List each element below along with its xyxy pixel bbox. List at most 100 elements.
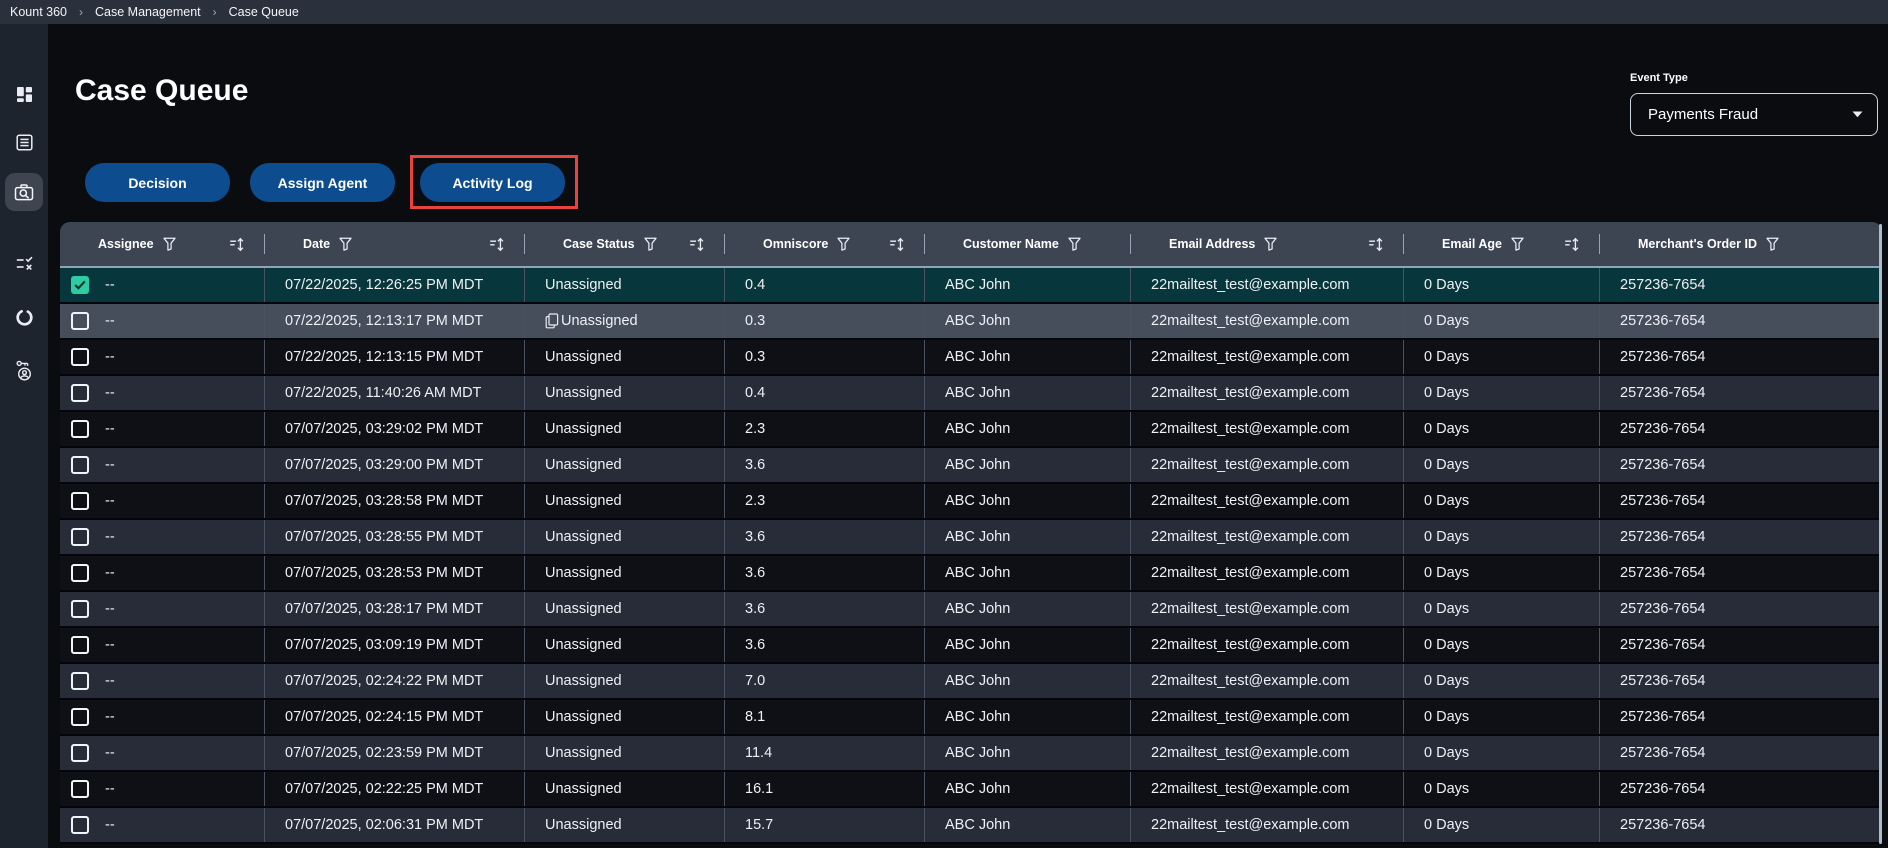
row-checkbox[interactable] (71, 780, 89, 798)
sidebar-item-progress-circle-icon[interactable] (5, 298, 43, 336)
cell-order-id: 257236-7654 (1620, 385, 1706, 401)
row-checkbox[interactable] (71, 276, 89, 294)
sidebar-item-case-search-icon[interactable] (5, 173, 43, 211)
row-checkbox[interactable] (71, 384, 89, 402)
filter-icon[interactable] (162, 237, 176, 251)
column-header-customer-name[interactable]: Customer Name (925, 222, 1131, 266)
table-row[interactable]: -- 07/07/2025, 03:09:19 PM MDT Unassigned 3… (60, 628, 1882, 664)
row-checkbox[interactable] (71, 348, 89, 366)
table-row[interactable]: -- 07/07/2025, 03:29:02 PM MDT Unassigned 2… (60, 412, 1882, 448)
sidebar-item-reports-icon[interactable] (5, 123, 43, 161)
breadcrumb-item-kount-360[interactable]: Kount 360 (10, 5, 67, 19)
cell-order-id: 257236-7654 (1620, 745, 1706, 761)
column-header-email-address[interactable]: Email Address (1131, 222, 1404, 266)
breadcrumb: Kount 360 › Case Management › Case Queue (0, 0, 1888, 24)
case-status-value: Unassigned (545, 781, 622, 797)
table-row[interactable]: -- 07/07/2025, 03:29:00 PM MDT Unassigned 3… (60, 448, 1882, 484)
table-row[interactable]: -- 07/07/2025, 02:22:25 PM MDT Unassigned 1… (60, 772, 1882, 808)
row-checkbox[interactable] (71, 528, 89, 546)
table-row[interactable]: -- 07/22/2025, 12:13:17 PM MDT Unassigned 0… (60, 304, 1882, 340)
column-label: Customer Name (963, 237, 1059, 251)
cell-email-age: 0 Days (1404, 484, 1600, 518)
copy-icon[interactable] (545, 313, 559, 329)
row-checkbox[interactable] (71, 600, 89, 618)
row-checkbox[interactable] (71, 708, 89, 726)
row-checkbox[interactable] (71, 672, 89, 690)
table-row[interactable]: -- 07/07/2025, 03:28:58 PM MDT Unassigned 2… (60, 484, 1882, 520)
filter-icon[interactable] (339, 237, 352, 251)
row-checkbox[interactable] (71, 636, 89, 654)
sort-icon[interactable] (889, 237, 905, 252)
column-header-merchant-s-order-id[interactable]: Merchant's Order ID (1600, 222, 1882, 266)
cell-case-status: Unassigned (525, 268, 725, 302)
event-type-label: Event Type (1630, 72, 1688, 84)
sort-icon[interactable] (229, 237, 245, 252)
table-row[interactable]: -- 07/22/2025, 12:13:15 PM MDT Unassigned 0… (60, 340, 1882, 376)
dashboard-icon (16, 86, 33, 103)
sidebar-item-dashboard-icon[interactable] (5, 75, 43, 113)
row-checkbox[interactable] (71, 456, 89, 474)
row-checkbox[interactable] (71, 420, 89, 438)
column-header-email-age[interactable]: Email Age (1404, 222, 1600, 266)
column-header-date[interactable]: Date (265, 222, 525, 266)
cell-email-address: 22mailtest_test@example.com (1131, 700, 1404, 734)
column-header-case-status[interactable]: Case Status (525, 222, 725, 266)
breadcrumb-item-case-management[interactable]: Case Management (95, 5, 201, 19)
filter-icon[interactable] (1511, 237, 1524, 251)
filter-icon[interactable] (643, 237, 657, 251)
cell-omniscore: 0.4 (725, 268, 925, 302)
cell-date: 07/07/2025, 03:28:53 PM MDT (265, 556, 525, 590)
event-type-select[interactable]: Payments Fraud (1630, 93, 1878, 136)
cell-assignee: -- (60, 304, 265, 338)
column-header-omniscore[interactable]: Omniscore (725, 222, 925, 266)
case-status-value: Unassigned (561, 313, 638, 329)
cell-email-age: 0 Days (1404, 592, 1600, 626)
table-scrollbar[interactable] (1879, 224, 1882, 844)
row-checkbox[interactable] (71, 816, 89, 834)
cell-assignee: -- (60, 448, 265, 482)
cell-case-status: Unassigned (525, 700, 725, 734)
filter-icon[interactable] (837, 237, 850, 251)
table-row[interactable]: -- 07/07/2025, 03:28:55 PM MDT Unassigned 3… (60, 520, 1882, 556)
sort-icon[interactable] (1564, 237, 1580, 252)
table-row[interactable]: -- 07/07/2025, 02:23:59 PM MDT Unassigned 1… (60, 736, 1882, 772)
table-row[interactable]: -- 07/07/2025, 03:28:17 PM MDT Unassigned 3… (60, 592, 1882, 628)
row-checkbox[interactable] (71, 492, 89, 510)
filter-icon[interactable] (1068, 237, 1081, 251)
column-label: Case Status (563, 237, 635, 251)
row-checkbox[interactable] (71, 744, 89, 762)
row-checkbox[interactable] (71, 564, 89, 582)
activity-log-button[interactable]: Activity Log (420, 163, 565, 202)
filter-icon[interactable] (1264, 237, 1278, 251)
assign-agent-button[interactable]: Assign Agent (250, 163, 395, 202)
sort-icon[interactable] (489, 237, 505, 252)
case-table: Assignee Date Case Status Omniscore Customer… (60, 222, 1882, 844)
cell-omniscore: 15.7 (725, 808, 925, 842)
table-row[interactable]: -- 07/07/2025, 02:24:15 PM MDT Unassigned 8… (60, 700, 1882, 736)
table-row[interactable]: -- 07/07/2025, 03:28:53 PM MDT Unassigned 3… (60, 556, 1882, 592)
cell-case-status: Unassigned (525, 448, 725, 482)
assignee-value: -- (105, 817, 115, 833)
row-checkbox[interactable] (71, 312, 89, 330)
cell-email-address: 22mailtest_test@example.com (1131, 736, 1404, 770)
table-row[interactable]: -- 07/07/2025, 02:24:22 PM MDT Unassigned 7… (60, 664, 1882, 700)
cell-customer-name: ABC John (925, 340, 1131, 374)
table-row[interactable]: -- 07/07/2025, 02:06:31 PM MDT Unassigned 1… (60, 808, 1882, 844)
case-status-value: Unassigned (545, 817, 622, 833)
column-header-assignee[interactable]: Assignee (60, 222, 265, 266)
column-label: Omniscore (763, 237, 829, 251)
sidebar-item-rules-icon[interactable] (5, 245, 43, 283)
sort-icon[interactable] (689, 237, 705, 252)
cell-order-id: 257236-7654 (1620, 529, 1706, 545)
cell-email-address: 22mailtest_test@example.com (1131, 808, 1404, 842)
table-row[interactable]: -- 07/22/2025, 11:40:26 AM MDT Unassigned 0… (60, 376, 1882, 412)
sort-icon[interactable] (1368, 237, 1384, 252)
table-row[interactable]: -- 07/22/2025, 12:26:25 PM MDT Unassigned 0… (60, 268, 1882, 304)
sidebar-item-agent-access-icon[interactable] (5, 351, 43, 389)
filter-icon[interactable] (1766, 237, 1779, 251)
decision-button[interactable]: Decision (85, 163, 230, 202)
cell-case-status: Unassigned (525, 412, 725, 446)
cell-customer-name: ABC John (925, 376, 1131, 410)
cell-case-status: Unassigned (525, 520, 725, 554)
cell-customer-name: ABC John (925, 592, 1131, 626)
